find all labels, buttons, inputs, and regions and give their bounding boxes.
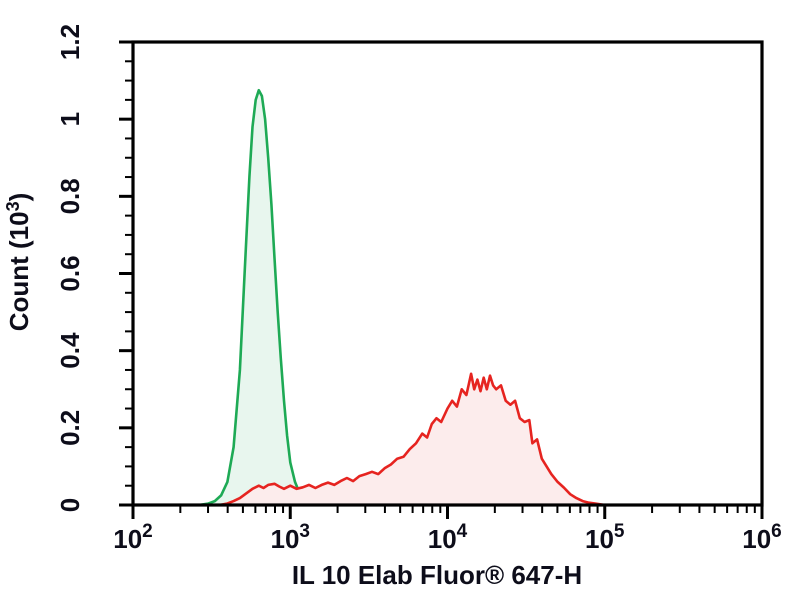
y-axis-title: Count (103)	[3, 193, 34, 332]
y-tick-label: 1.2	[55, 24, 85, 60]
x-tick-label: 104	[428, 521, 468, 554]
y-tick-label: 0.6	[55, 255, 85, 291]
axis-tick-labels: 102 103 104 105 106 0 0.2 0.4 0.6 0.8 1 1.2	[55, 24, 782, 554]
y-tick-label: 1	[55, 112, 85, 126]
y-tick-label: 0	[55, 498, 85, 512]
x-tick-label: 106	[742, 521, 782, 554]
stained-sample-peak-curve	[218, 372, 607, 507]
x-axis-title: IL 10 Elab Fluor® 647-H	[292, 560, 582, 590]
x-tick-label: 103	[271, 521, 311, 554]
y-tick-label: 0.4	[55, 332, 85, 369]
stained-sample-peak-area	[219, 373, 605, 505]
axis-ticks	[119, 40, 764, 519]
x-tick-label: 102	[113, 521, 153, 554]
y-tick-label: 0.2	[55, 410, 85, 446]
y-tick-label: 0.8	[55, 178, 85, 214]
negative-control-peak-curve	[197, 88, 323, 507]
x-tick-label: 105	[585, 521, 625, 554]
negative-control-peak-area	[199, 90, 322, 505]
series-layer	[197, 88, 607, 507]
